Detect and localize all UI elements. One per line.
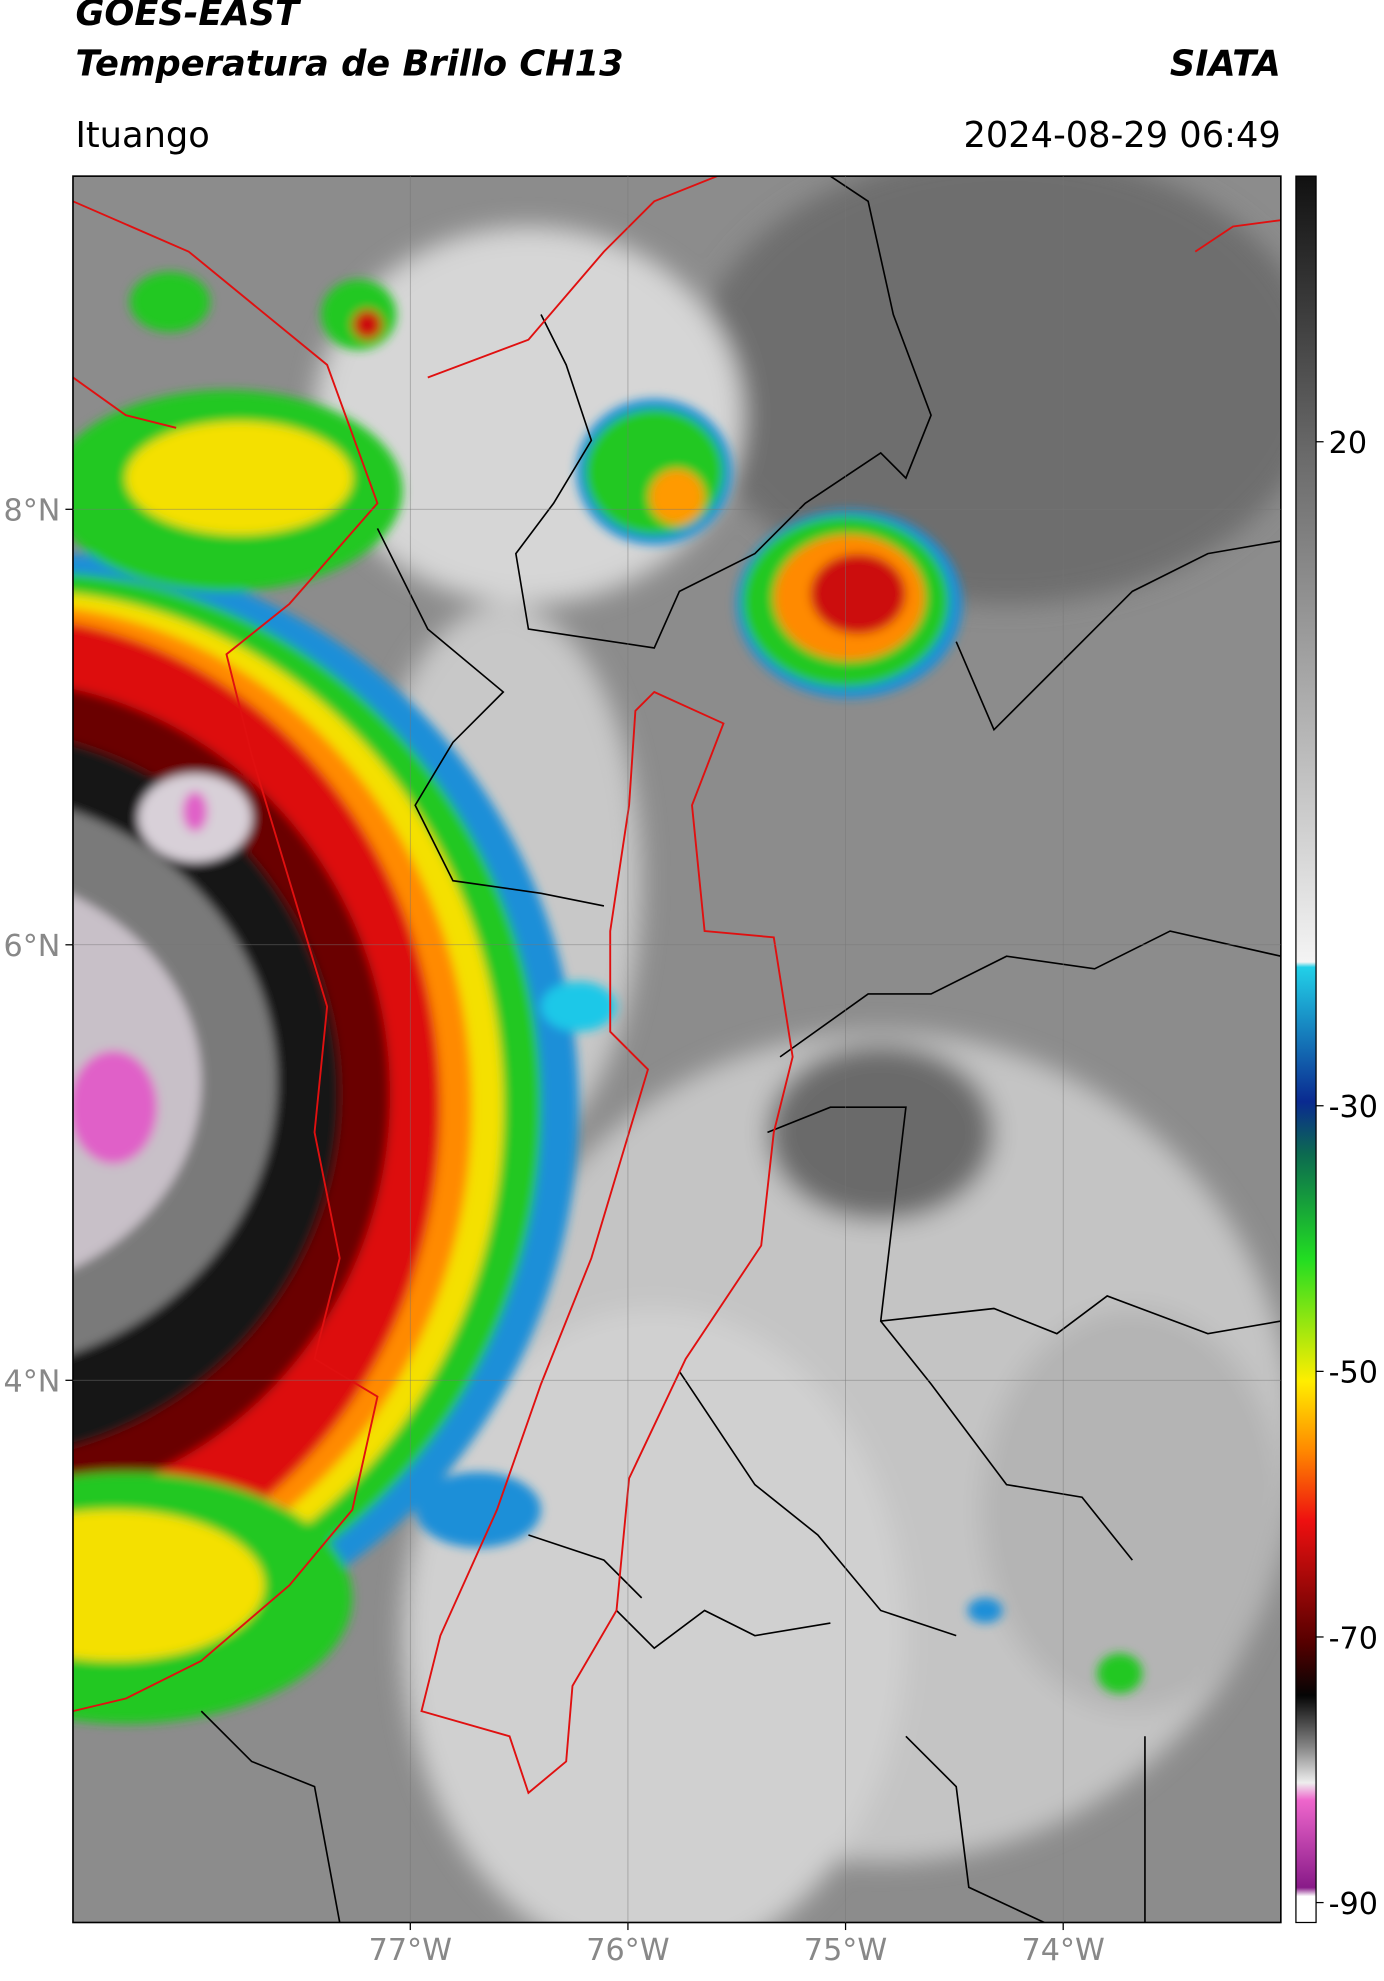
x-tick-label: 75°W [804, 1933, 887, 1968]
x-tick-label: 76°W [586, 1933, 669, 1968]
colorbar-tick-label: -70 [1329, 1621, 1378, 1656]
grid [72, 176, 1281, 1923]
colorbar-tick-label: -30 [1329, 1090, 1378, 1125]
y-tick-label: 8°N [4, 494, 61, 529]
satellite-image [72, 176, 1281, 1923]
admin-borders [200, 176, 1281, 1923]
y-tick-label: 6°N [4, 929, 61, 964]
x-tick-label: 77°W [369, 1933, 452, 1968]
title: GOES-EAST [75, 0, 302, 34]
colorbar [1295, 175, 1317, 1924]
source: SIATA [1170, 43, 1281, 84]
map-frame [72, 175, 1282, 1924]
timestamp: 2024-08-29 06:49 [963, 115, 1280, 156]
location: Ituango [75, 115, 209, 156]
red-boundaries [72, 176, 1281, 1795]
colorbar-tick-label: -50 [1329, 1356, 1378, 1391]
colorbar-tick-label: 20 [1329, 426, 1367, 461]
west-convective-system [72, 271, 1143, 1724]
colorbar-tick-label: -90 [1329, 1887, 1378, 1922]
subtitle: Temperatura de Brillo CH13 [75, 43, 623, 84]
x-tick-label: 74°W [1022, 1933, 1105, 1968]
y-tick-label: 4°N [4, 1365, 61, 1400]
